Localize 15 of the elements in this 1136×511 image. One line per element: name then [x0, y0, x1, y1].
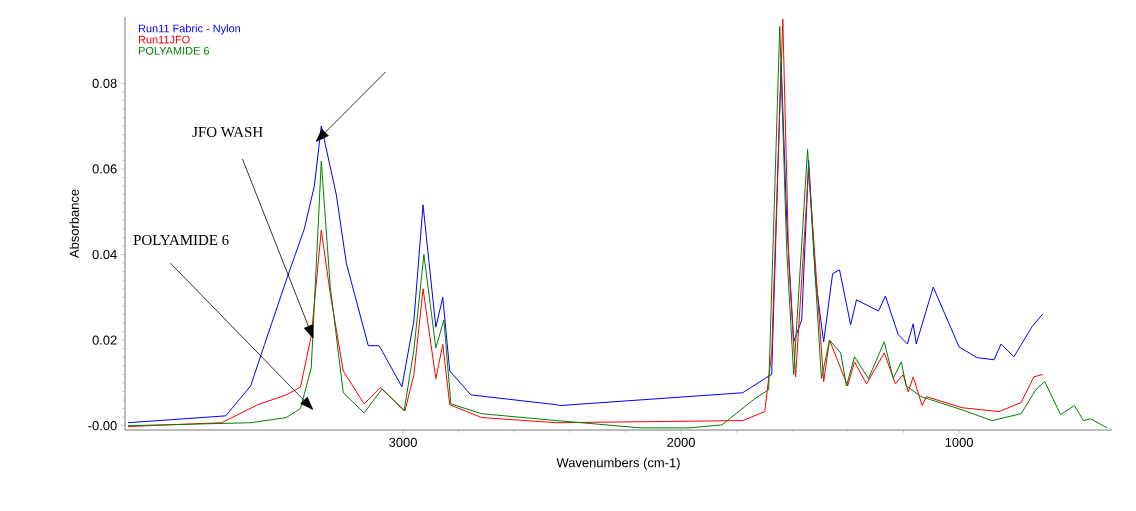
annotation: POLYAMIDE 6 [133, 234, 229, 246]
y-tick-label: 0.08 [92, 78, 117, 88]
x-tick-label: 1000 [945, 437, 973, 447]
x-tick-label: 2000 [667, 437, 695, 447]
y-tick-label: 0.02 [92, 335, 117, 345]
y-tick-label: 0.06 [92, 164, 117, 174]
x-tick-label: 3000 [389, 437, 417, 447]
y-axis-title: Absorbance [69, 189, 79, 259]
y-tick-label: -0.00 [88, 421, 117, 431]
y-tick-label: 0.04 [92, 249, 117, 260]
text: POLYAMIDE 6 [138, 46, 210, 55]
x-axis-title: Wavenumbers (cm-1) [556, 457, 680, 470]
annotation: JFO WASH [192, 126, 263, 138]
text: Run11JFO [138, 35, 190, 44]
text: Run11 Fabric - Nylon [138, 24, 241, 35]
